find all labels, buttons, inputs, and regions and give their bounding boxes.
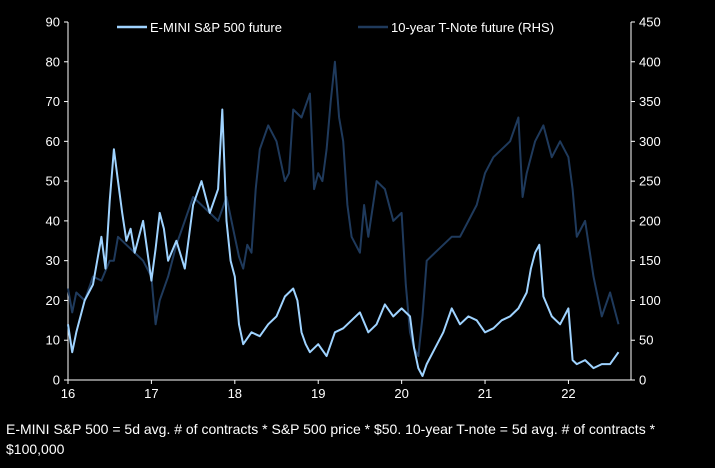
x-tick-label: 19 — [311, 386, 325, 401]
y-right-tick-label: 200 — [639, 213, 661, 228]
y-left-tick-label: 20 — [46, 293, 60, 308]
y-right-tick-label: 300 — [639, 134, 661, 149]
y-right-tick-label: 50 — [639, 333, 653, 348]
chart-legend: E-MINI S&P 500 future 10-year T-Note futu… — [117, 20, 554, 35]
legend-entry-emini-sp500: E-MINI S&P 500 future — [117, 20, 282, 35]
y-left-tick-label: 0 — [53, 373, 60, 388]
x-tick-label: 22 — [561, 386, 575, 401]
y-left-tick-label: 90 — [46, 15, 60, 30]
y-right-tick-label: 400 — [639, 54, 661, 69]
x-tick-label: 18 — [228, 386, 242, 401]
y-left-tick-label: 30 — [46, 253, 60, 268]
y-right-tick-label: 0 — [639, 373, 646, 388]
chart-series-lines — [67, 60, 620, 377]
legend-entry-10yr-tnote: 10-year T-Note future (RHS) — [358, 20, 554, 35]
y-right-tick-label: 450 — [639, 15, 661, 30]
y-left-tick-label: 40 — [46, 213, 60, 228]
y-left-tick-label: 60 — [46, 134, 60, 149]
chart-footnote: E-MINI S&P 500 = 5d avg. # of contracts … — [6, 421, 656, 457]
x-tick-label: 20 — [394, 386, 408, 401]
y-left-tick-label: 50 — [46, 174, 60, 189]
y-right-tick-label: 350 — [639, 94, 661, 109]
chart: 0 10 20 30 40 50 60 70 80 90 0 50 100 150 200 250 300 350… — [46, 15, 661, 402]
series-line-emini-sp500 — [67, 108, 620, 377]
legend-label: E-MINI S&P 500 future — [150, 20, 282, 35]
y-left-tick-label: 70 — [46, 94, 60, 109]
y-right-tick-label: 150 — [639, 253, 661, 268]
series-line-10yr-tnote — [67, 60, 620, 358]
y-left-tick-label: 10 — [46, 333, 60, 348]
x-tick-label: 17 — [144, 386, 158, 401]
y-left-tick-label: 80 — [46, 54, 60, 69]
legend-label: 10-year T-Note future (RHS) — [391, 20, 554, 35]
y-right-tick-label: 100 — [639, 293, 661, 308]
x-tick-label: 21 — [478, 386, 492, 401]
chart-axes: 0 10 20 30 40 50 60 70 80 90 0 50 100 150 200 250 300 350… — [46, 15, 661, 402]
x-tick-label: 16 — [61, 386, 75, 401]
y-right-tick-label: 250 — [639, 174, 661, 189]
